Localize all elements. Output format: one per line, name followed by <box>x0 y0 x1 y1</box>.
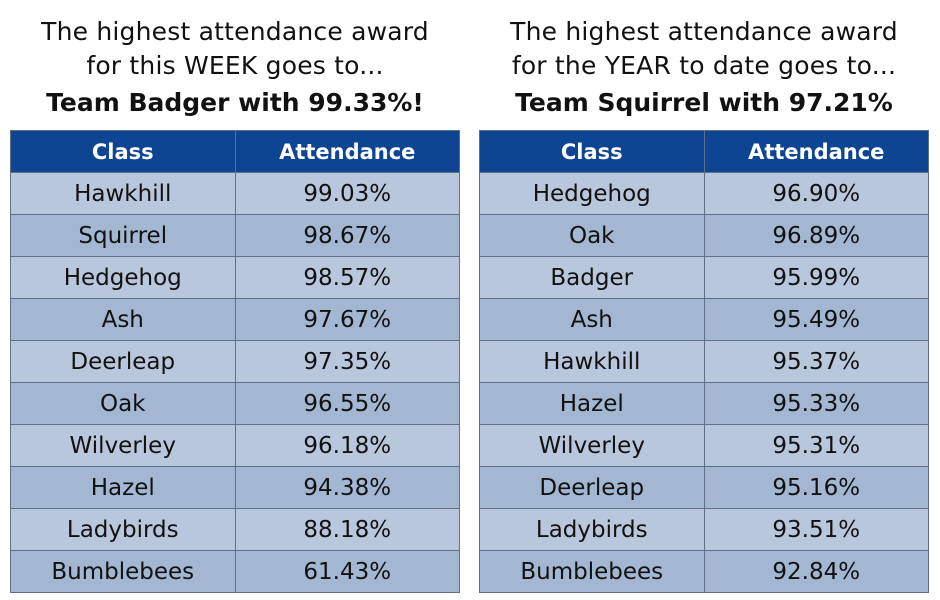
table-row: Hazel 94.38% <box>10 466 460 509</box>
class-name-cell: Ash <box>479 298 705 341</box>
table-row: Ash 95.49% <box>479 298 929 341</box>
class-name-cell: Ash <box>10 298 236 341</box>
attendance-cell: 95.33% <box>703 382 929 425</box>
attendance-cell: 96.55% <box>234 382 460 425</box>
attendance-cell: 94.38% <box>234 466 460 509</box>
class-name-cell: Deerleap <box>10 340 236 383</box>
class-name-cell: Hedgehog <box>10 256 236 299</box>
class-name-cell: Hazel <box>10 466 236 509</box>
class-name-cell: Bumblebees <box>10 550 236 593</box>
table-row: Wilverley 96.18% <box>10 424 460 467</box>
class-name-cell: Hazel <box>479 382 705 425</box>
table-row: Ladybirds 93.51% <box>479 508 929 551</box>
attendance-cell: 95.49% <box>703 298 929 341</box>
week-column-class: Class <box>10 130 236 173</box>
year-attendance-table: Class Attendance Hedgehog 96.90% Oak 96.89%… <box>479 130 929 593</box>
attendance-cell: 97.35% <box>234 340 460 383</box>
attendance-cell: 95.99% <box>703 256 929 299</box>
table-row: Badger 95.99% <box>479 256 929 299</box>
table-row: Hedgehog 98.57% <box>10 256 460 299</box>
class-name-cell: Hawkhill <box>479 340 705 383</box>
table-row: Hawkhill 95.37% <box>479 340 929 383</box>
class-name-cell: Squirrel <box>10 214 236 257</box>
week-column-attendance: Attendance <box>234 130 460 173</box>
table-row: Hedgehog 96.90% <box>479 172 929 215</box>
year-heading: The highest attendance award for the YEA… <box>479 0 929 130</box>
week-attendance-table: Class Attendance Hawkhill 99.03% Squirrel 9… <box>10 130 460 593</box>
class-name-cell: Deerleap <box>479 466 705 509</box>
class-name-cell: Bumblebees <box>479 550 705 593</box>
attendance-cell: 99.03% <box>234 172 460 215</box>
attendance-cell: 96.90% <box>703 172 929 215</box>
year-column-attendance: Attendance <box>703 130 929 173</box>
attendance-cell: 95.37% <box>703 340 929 383</box>
attendance-cell: 95.31% <box>703 424 929 467</box>
table-row: Deerleap 97.35% <box>10 340 460 383</box>
class-name-cell: Oak <box>479 214 705 257</box>
year-heading-line1: The highest attendance award <box>510 17 898 46</box>
table-row: Deerleap 95.16% <box>479 466 929 509</box>
week-table-header-row: Class Attendance <box>10 130 460 173</box>
attendance-cell: 93.51% <box>703 508 929 551</box>
table-row: Hawkhill 99.03% <box>10 172 460 215</box>
week-heading-line2: for this WEEK goes to... <box>86 51 384 80</box>
table-row: Bumblebees 92.84% <box>479 550 929 593</box>
class-name-cell: Hawkhill <box>10 172 236 215</box>
year-heading-line2: for the YEAR to date goes to... <box>511 51 897 80</box>
class-name-cell: Ladybirds <box>10 508 236 551</box>
week-panel: The highest attendance award for this WE… <box>10 0 460 593</box>
week-heading: The highest attendance award for this WE… <box>10 0 460 130</box>
attendance-cell: 98.57% <box>234 256 460 299</box>
attendance-cell: 61.43% <box>234 550 460 593</box>
attendance-cell: 98.67% <box>234 214 460 257</box>
table-row: Hazel 95.33% <box>479 382 929 425</box>
year-table-header-row: Class Attendance <box>479 130 929 173</box>
table-row: Wilverley 95.31% <box>479 424 929 467</box>
class-name-cell: Oak <box>10 382 236 425</box>
attendance-cell: 97.67% <box>234 298 460 341</box>
table-row: Ladybirds 88.18% <box>10 508 460 551</box>
attendance-cell: 95.16% <box>703 466 929 509</box>
class-name-cell: Wilverley <box>10 424 236 467</box>
attendance-cell: 96.89% <box>703 214 929 257</box>
class-name-cell: Badger <box>479 256 705 299</box>
year-panel: The highest attendance award for the YEA… <box>479 0 929 593</box>
attendance-cell: 96.18% <box>234 424 460 467</box>
week-heading-line1: The highest attendance award <box>41 17 429 46</box>
class-name-cell: Ladybirds <box>479 508 705 551</box>
table-row: Oak 96.55% <box>10 382 460 425</box>
week-winner: Team Badger with 99.33%! <box>46 88 424 117</box>
table-row: Bumblebees 61.43% <box>10 550 460 593</box>
year-column-class: Class <box>479 130 705 173</box>
table-row: Squirrel 98.67% <box>10 214 460 257</box>
table-row: Oak 96.89% <box>479 214 929 257</box>
attendance-cell: 92.84% <box>703 550 929 593</box>
class-name-cell: Hedgehog <box>479 172 705 215</box>
class-name-cell: Wilverley <box>479 424 705 467</box>
attendance-cell: 88.18% <box>234 508 460 551</box>
table-row: Ash 97.67% <box>10 298 460 341</box>
year-winner: Team Squirrel with 97.21% <box>515 88 893 117</box>
